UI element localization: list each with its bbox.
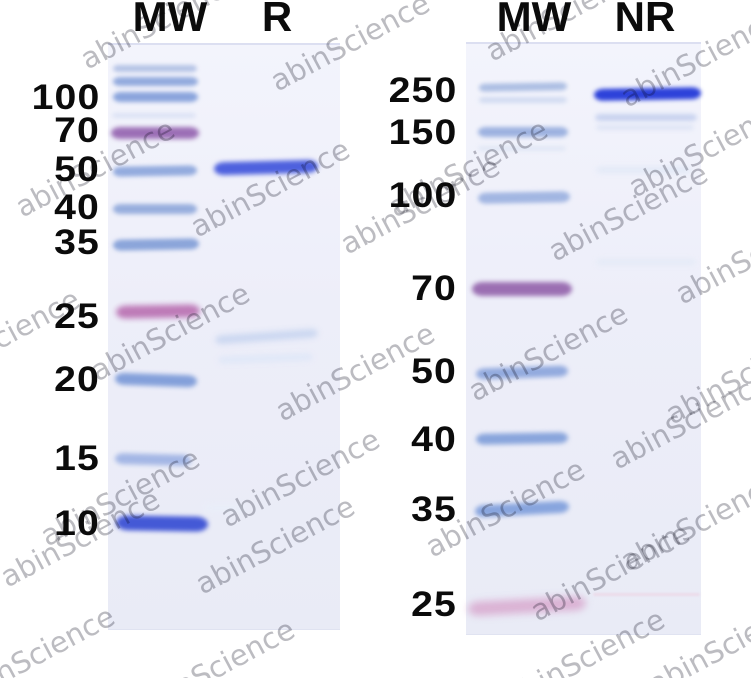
lane-header-mw: MW bbox=[132, 0, 208, 40]
sample-band bbox=[203, 504, 245, 512]
mw-label-70: 70 bbox=[54, 110, 100, 150]
mw-label-20: 20 bbox=[54, 359, 100, 399]
mw-label-100: 100 bbox=[31, 77, 100, 117]
gel-surface-reduced bbox=[108, 43, 340, 630]
gel-surface-non-reduced bbox=[466, 42, 702, 635]
marker-band bbox=[478, 145, 566, 151]
sample-band bbox=[213, 159, 319, 175]
marker-band bbox=[113, 204, 197, 214]
marker-band bbox=[111, 127, 199, 139]
marker-band bbox=[475, 431, 569, 445]
mw-label-35: 35 bbox=[411, 489, 457, 529]
lane-header-r: R bbox=[261, 0, 293, 40]
marker-band bbox=[112, 237, 200, 251]
mw-label-250: 250 bbox=[388, 70, 457, 110]
watermark-text: abinScience bbox=[0, 598, 121, 678]
mw-label-10: 10 bbox=[54, 503, 100, 543]
mw-label-15: 15 bbox=[54, 438, 100, 478]
marker-band bbox=[114, 452, 192, 466]
sample-band bbox=[596, 167, 691, 173]
sample-band bbox=[593, 592, 700, 596]
marker-band bbox=[478, 82, 568, 92]
mw-label-150: 150 bbox=[388, 112, 457, 152]
mw-label-25: 25 bbox=[411, 584, 457, 624]
mw-label-40: 40 bbox=[54, 187, 100, 227]
marker-band bbox=[114, 372, 198, 388]
marker-band bbox=[477, 190, 571, 204]
marker-band bbox=[467, 595, 587, 617]
mw-label-35: 35 bbox=[54, 222, 100, 262]
sample-band bbox=[214, 327, 319, 345]
marker-band bbox=[475, 364, 569, 380]
marker-band bbox=[113, 92, 198, 102]
marker-band bbox=[113, 76, 198, 86]
mw-label-40: 40 bbox=[411, 419, 457, 459]
marker-band bbox=[474, 500, 570, 518]
sample-band bbox=[593, 87, 702, 101]
marker-band bbox=[478, 127, 568, 137]
sample-band bbox=[217, 352, 314, 364]
lane-header-mw: MW bbox=[496, 0, 572, 40]
mw-label-70: 70 bbox=[411, 268, 457, 308]
mw-label-50: 50 bbox=[411, 351, 457, 391]
sample-band bbox=[596, 124, 694, 130]
mw-label-50: 50 bbox=[54, 149, 100, 189]
mw-label-25: 25 bbox=[54, 296, 100, 336]
marker-band bbox=[112, 165, 198, 177]
mw-label-100: 100 bbox=[388, 175, 457, 215]
marker-band bbox=[113, 64, 197, 72]
marker-band bbox=[472, 282, 572, 296]
sample-band bbox=[595, 113, 697, 121]
sample-band bbox=[596, 259, 696, 265]
marker-band bbox=[115, 514, 209, 532]
lane-header-nr: NR bbox=[614, 0, 676, 40]
marker-band bbox=[112, 112, 196, 118]
marker-band bbox=[115, 303, 201, 319]
marker-band bbox=[479, 97, 567, 103]
